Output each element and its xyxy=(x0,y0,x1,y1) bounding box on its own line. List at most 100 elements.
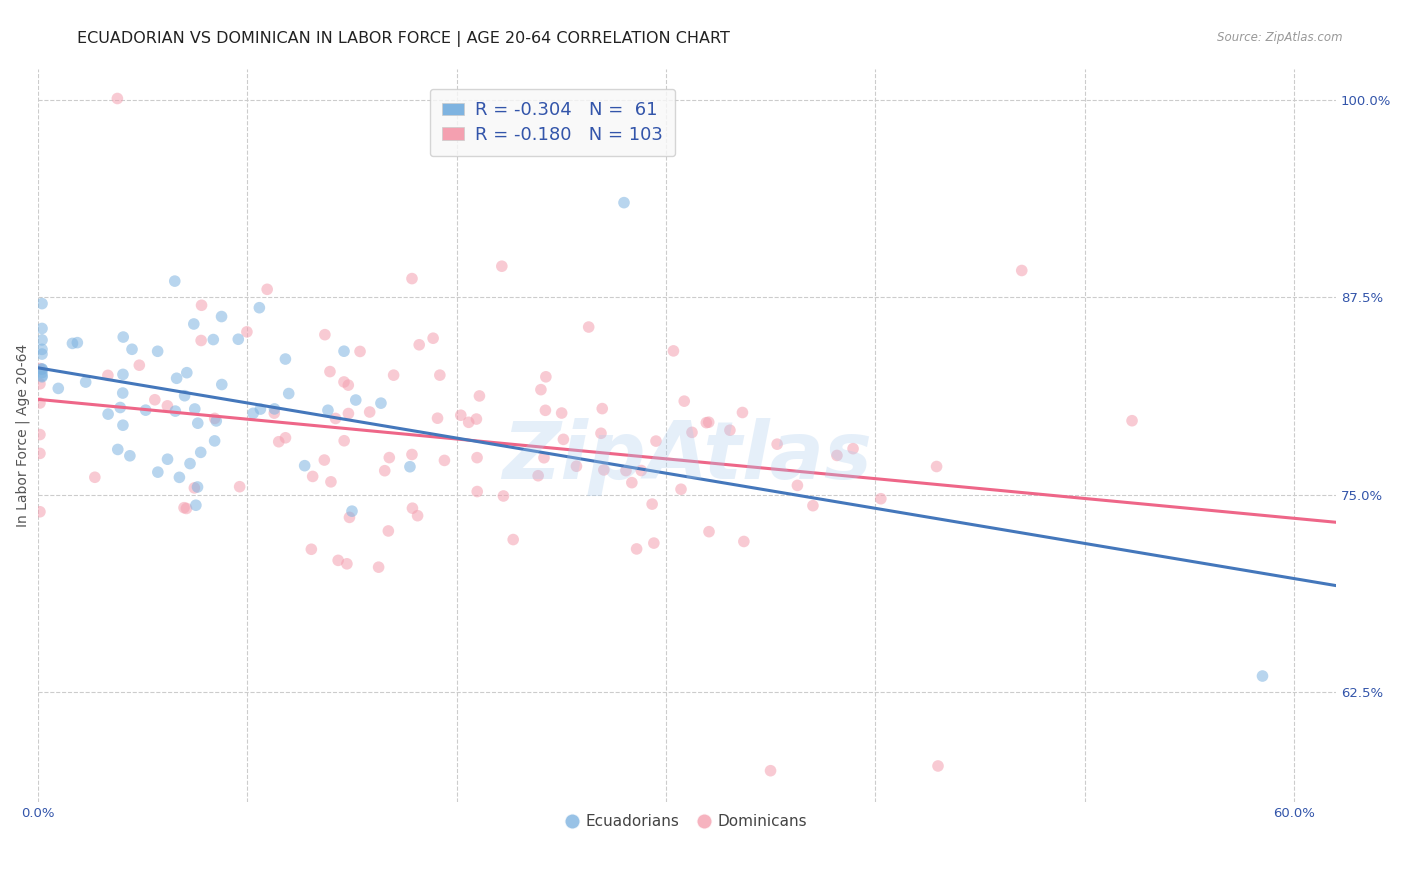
Point xyxy=(62,336,84,351)
Point xyxy=(146,465,169,479)
Point xyxy=(179,457,201,471)
Point xyxy=(211,310,233,324)
Point xyxy=(925,459,948,474)
Point xyxy=(146,344,169,359)
Point xyxy=(274,352,297,367)
Point xyxy=(186,480,208,494)
Point xyxy=(336,557,359,571)
Point xyxy=(176,501,198,516)
Point xyxy=(695,416,717,430)
Point xyxy=(630,464,652,478)
Point xyxy=(314,453,336,467)
Point xyxy=(465,484,488,499)
Point xyxy=(801,499,824,513)
Point xyxy=(121,343,143,357)
Point xyxy=(662,343,685,358)
Point xyxy=(143,392,166,407)
Point xyxy=(202,333,225,347)
Point xyxy=(401,501,423,516)
Point xyxy=(183,481,205,495)
Point xyxy=(340,504,363,518)
Point xyxy=(367,560,389,574)
Point xyxy=(110,401,132,415)
Point xyxy=(173,500,195,515)
Point xyxy=(399,459,422,474)
Point xyxy=(247,301,270,315)
Point xyxy=(184,402,207,417)
Point xyxy=(1011,263,1033,277)
Point xyxy=(491,259,513,273)
Point xyxy=(337,378,360,392)
Point xyxy=(1251,669,1274,683)
Point xyxy=(97,407,120,421)
Point xyxy=(673,394,696,409)
Point xyxy=(228,480,250,494)
Point xyxy=(31,366,53,380)
Point xyxy=(378,450,401,465)
Point xyxy=(530,383,553,397)
Point xyxy=(465,450,488,465)
Point xyxy=(641,497,664,511)
Point xyxy=(374,464,396,478)
Point xyxy=(31,362,53,376)
Point xyxy=(316,403,339,417)
Point xyxy=(681,425,703,440)
Point xyxy=(249,402,271,417)
Point xyxy=(301,469,323,483)
Point xyxy=(184,498,207,512)
Point xyxy=(433,453,456,467)
Point xyxy=(377,524,399,538)
Point xyxy=(66,335,89,350)
Point xyxy=(450,409,472,423)
Point xyxy=(550,406,572,420)
Point xyxy=(613,195,636,210)
Point xyxy=(75,375,97,389)
Point xyxy=(319,365,342,379)
Point xyxy=(299,542,322,557)
Point xyxy=(28,376,51,391)
Point xyxy=(173,389,195,403)
Point xyxy=(553,433,575,447)
Point xyxy=(31,369,53,384)
Point xyxy=(333,344,356,359)
Point xyxy=(190,298,212,312)
Point xyxy=(786,478,808,492)
Point xyxy=(31,362,53,376)
Point xyxy=(869,491,891,506)
Point xyxy=(236,325,259,339)
Point xyxy=(242,406,264,420)
Point xyxy=(28,446,51,460)
Point xyxy=(1121,414,1143,428)
Point xyxy=(28,361,51,376)
Point xyxy=(382,368,405,383)
Point xyxy=(83,470,105,484)
Point xyxy=(927,759,949,773)
Point xyxy=(401,448,423,462)
Text: ECUADORIAN VS DOMINICAN IN LABOR FORCE | AGE 20-64 CORRELATION CHART: ECUADORIAN VS DOMINICAN IN LABOR FORCE |… xyxy=(77,31,730,47)
Point xyxy=(176,366,198,380)
Point xyxy=(697,415,720,429)
Point xyxy=(156,452,179,467)
Point xyxy=(105,91,128,105)
Point xyxy=(759,764,782,778)
Point xyxy=(422,331,444,345)
Point xyxy=(333,375,356,389)
Point xyxy=(359,405,381,419)
Point xyxy=(492,489,515,503)
Point xyxy=(204,434,226,448)
Point xyxy=(111,418,134,433)
Point xyxy=(825,449,848,463)
Point xyxy=(190,445,212,459)
Point xyxy=(643,536,665,550)
Point xyxy=(226,332,249,346)
Point xyxy=(349,344,371,359)
Point xyxy=(111,386,134,401)
Point xyxy=(205,414,228,428)
Point xyxy=(128,358,150,372)
Point xyxy=(339,510,361,524)
Point xyxy=(256,282,278,296)
Point xyxy=(156,399,179,413)
Point xyxy=(401,271,423,285)
Point xyxy=(426,411,449,425)
Point xyxy=(46,381,69,395)
